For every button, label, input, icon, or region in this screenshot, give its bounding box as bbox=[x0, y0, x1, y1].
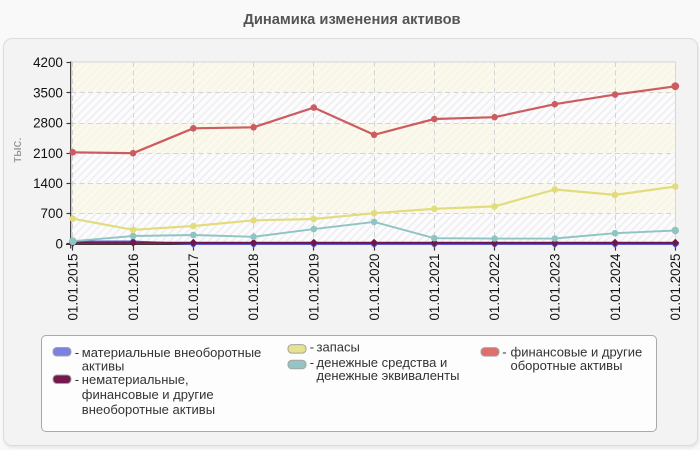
svg-text:01.01.2023: 01.01.2023 bbox=[548, 254, 563, 321]
svg-text:материальные внеоборотные: материальные внеоборотные bbox=[82, 345, 261, 360]
svg-text:1400: 1400 bbox=[33, 176, 63, 191]
svg-text:01.01.2021: 01.01.2021 bbox=[427, 254, 442, 321]
svg-text:700: 700 bbox=[41, 206, 63, 221]
svg-text:01.01.2015: 01.01.2015 bbox=[66, 254, 81, 321]
svg-text:01.01.2020: 01.01.2020 bbox=[367, 254, 382, 321]
svg-text:-: - bbox=[502, 344, 506, 359]
svg-text:-: - bbox=[75, 372, 79, 387]
svg-text:0: 0 bbox=[55, 236, 62, 251]
svg-text:нематериальные,: нематериальные, bbox=[82, 372, 189, 387]
svg-text:оборотные активы: оборотные активы bbox=[511, 358, 623, 373]
svg-text:01.01.2022: 01.01.2022 bbox=[487, 254, 502, 321]
svg-text:запасы: запасы bbox=[317, 340, 360, 355]
svg-text:3500: 3500 bbox=[33, 85, 63, 100]
svg-text:тыс.: тыс. bbox=[9, 137, 24, 162]
svg-text:4200: 4200 bbox=[33, 55, 63, 70]
svg-text:01.01.2024: 01.01.2024 bbox=[608, 253, 623, 321]
svg-text:01.01.2025: 01.01.2025 bbox=[668, 254, 683, 321]
svg-text:денежные эквиваленты: денежные эквиваленты bbox=[317, 368, 460, 383]
svg-text:01.01.2017: 01.01.2017 bbox=[186, 254, 201, 321]
svg-text:денежные средства и: денежные средства и bbox=[317, 355, 448, 370]
svg-text:2100: 2100 bbox=[33, 146, 63, 161]
svg-text:01.01.2019: 01.01.2019 bbox=[307, 254, 322, 321]
svg-text:внеоборотные активы: внеоборотные активы bbox=[82, 402, 215, 417]
svg-text:финансовые и другие: финансовые и другие bbox=[82, 387, 214, 402]
svg-text:01.01.2016: 01.01.2016 bbox=[126, 254, 141, 321]
svg-text:-: - bbox=[310, 355, 314, 370]
svg-text:01.01.2018: 01.01.2018 bbox=[246, 254, 261, 321]
svg-text:-: - bbox=[310, 340, 314, 355]
svg-text:финансовые и другие: финансовые и другие bbox=[511, 344, 643, 359]
svg-text:активы: активы bbox=[82, 359, 125, 374]
svg-text:-: - bbox=[75, 345, 79, 360]
svg-text:2800: 2800 bbox=[33, 116, 63, 131]
